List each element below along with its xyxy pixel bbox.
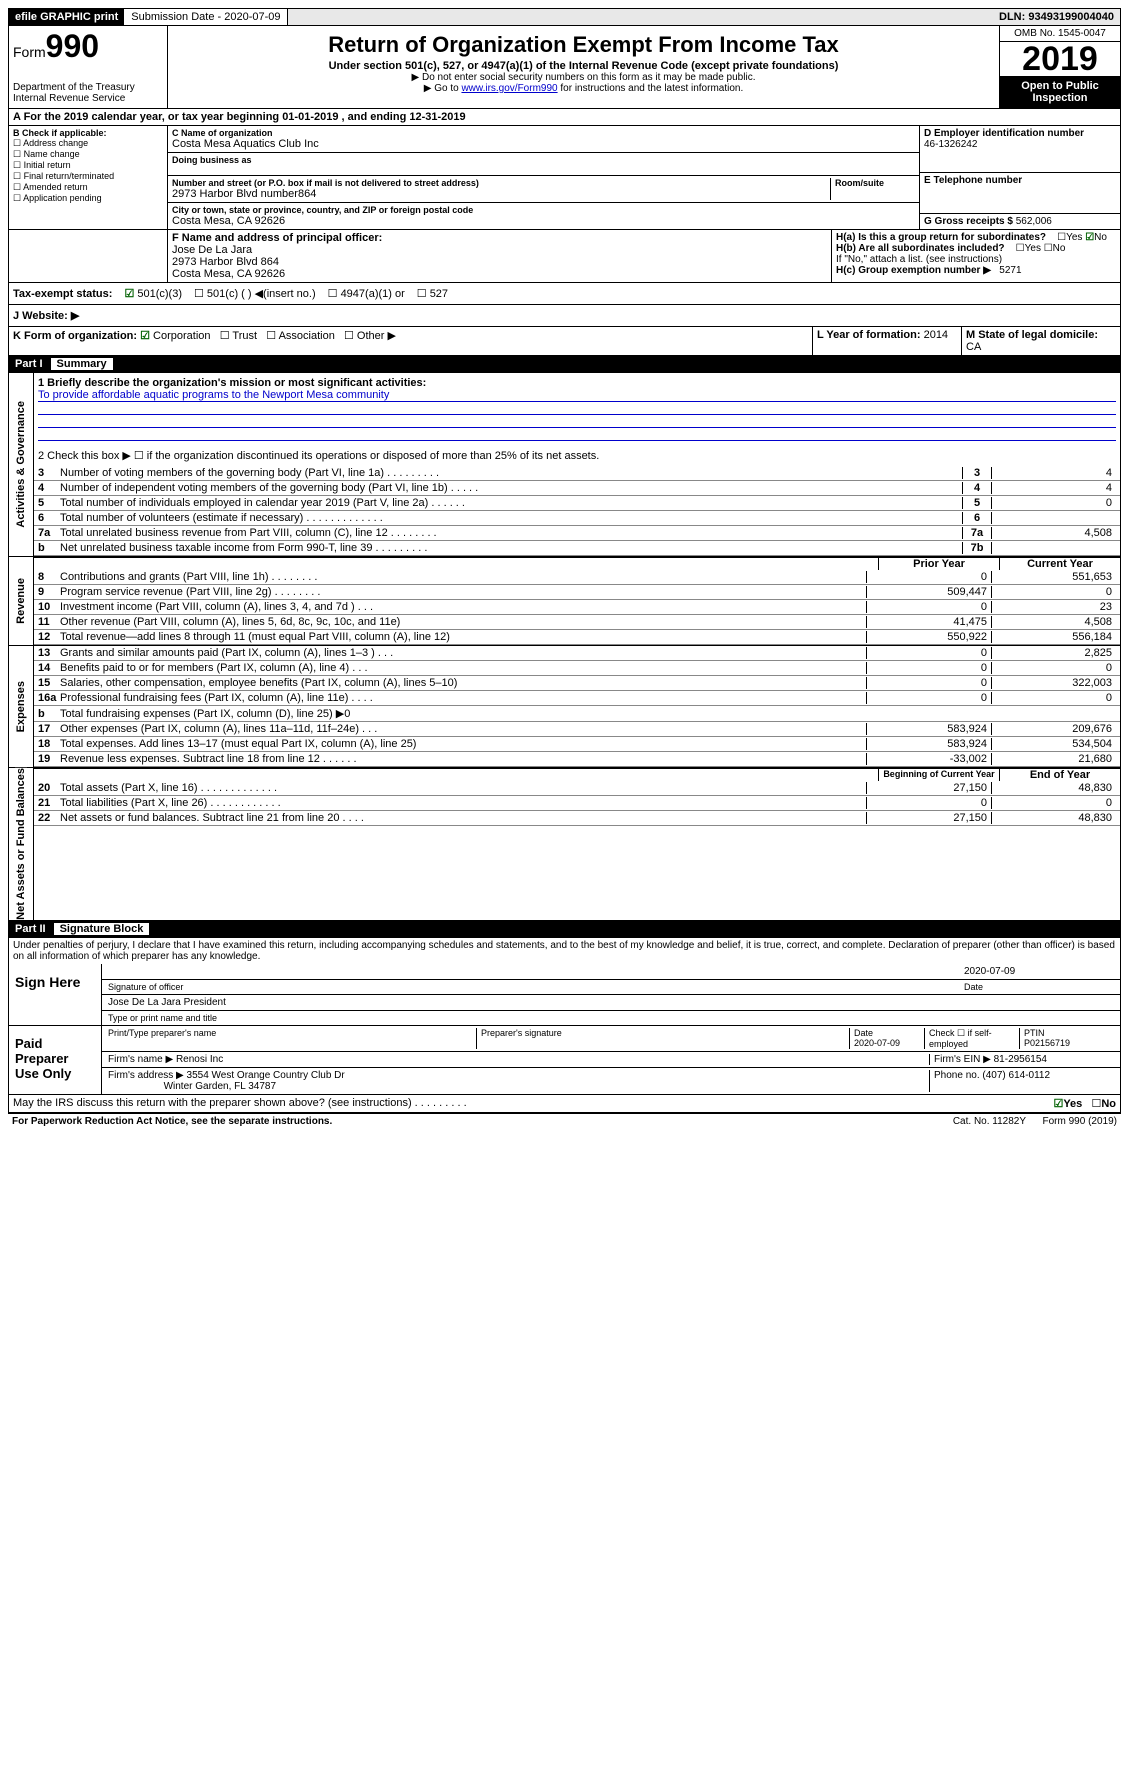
cb-address[interactable]: ☐ Address change <box>13 138 163 149</box>
table-row: 16aProfessional fundraising fees (Part I… <box>34 691 1120 706</box>
table-row: 8Contributions and grants (Part VIII, li… <box>34 570 1120 585</box>
mission: To provide affordable aquatic programs t… <box>38 389 1116 402</box>
cb-initial[interactable]: ☐ Initial return <box>13 160 163 171</box>
cb-pending[interactable]: ☐ Application pending <box>13 193 163 204</box>
section-bcdefg: B Check if applicable: ☐ Address change … <box>8 126 1121 230</box>
part2-header: Part IISignature Block <box>8 921 1121 938</box>
table-row: 12Total revenue—add lines 8 through 11 (… <box>34 630 1120 645</box>
table-row: 11Other revenue (Part VIII, column (A), … <box>34 615 1120 630</box>
dln: DLN: 93493199004040 <box>993 9 1120 25</box>
submission-date: Submission Date - 2020-07-09 <box>125 9 287 25</box>
table-row: 5Total number of individuals employed in… <box>34 496 1120 511</box>
cb-final[interactable]: ☐ Final return/terminated <box>13 171 163 182</box>
officer-name: Jose De La Jara <box>172 244 252 256</box>
top-bar: efile GRAPHIC print Submission Date - 20… <box>8 8 1121 26</box>
officer-sig: Jose De La Jara President <box>108 997 226 1008</box>
gross-receipts: 562,006 <box>1016 216 1052 227</box>
tax-year: 2019 <box>1000 42 1120 76</box>
discuss-line: May the IRS discuss this return with the… <box>8 1095 1121 1113</box>
table-row: 7aTotal unrelated business revenue from … <box>34 526 1120 541</box>
h-b: H(b) Are all subordinates included? ☐Yes… <box>836 243 1116 254</box>
table-row: 18Total expenses. Add lines 13–17 (must … <box>34 737 1120 752</box>
form-subtitle: Under section 501(c), 527, or 4947(a)(1)… <box>172 60 995 72</box>
cb-501c3[interactable]: ☑ 501(c)(3) <box>124 287 182 300</box>
cb-name[interactable]: ☐ Name change <box>13 149 163 160</box>
irs-link[interactable]: www.irs.gov/Form990 <box>461 83 557 94</box>
table-row: bTotal fundraising expenses (Part IX, co… <box>34 706 1120 722</box>
section-b: B Check if applicable: ☐ Address change … <box>9 126 168 229</box>
cb-amended[interactable]: ☐ Amended return <box>13 182 163 193</box>
cb-4947[interactable]: ☐ 4947(a)(1) or <box>328 287 405 300</box>
cb-501c[interactable]: ☐ 501(c) ( ) ◀(insert no.) <box>194 287 316 300</box>
form-title: Return of Organization Exempt From Incom… <box>172 32 995 58</box>
org-name: Costa Mesa Aquatics Club Inc <box>172 138 915 150</box>
inspection-badge: Open to Public Inspection <box>1000 76 1120 108</box>
section-c: C Name of organization Costa Mesa Aquati… <box>168 126 919 229</box>
section-klm: K Form of organization: ☑ Corporation ☐ … <box>8 327 1121 356</box>
section-ij: Tax-exempt status: ☑ 501(c)(3) ☐ 501(c) … <box>8 283 1121 327</box>
netassets-section: Net Assets or Fund Balances Beginning of… <box>8 767 1121 921</box>
org-city: Costa Mesa, CA 92626 <box>172 215 915 227</box>
table-row: 20Total assets (Part X, line 16) . . . .… <box>34 781 1120 796</box>
part1-header: Part ISummary <box>8 356 1121 373</box>
table-row: 4Number of independent voting members of… <box>34 481 1120 496</box>
section-fh: F Name and address of principal officer:… <box>8 230 1121 283</box>
table-row: bNet unrelated business taxable income f… <box>34 541 1120 556</box>
org-address: 2973 Harbor Blvd number864 <box>172 188 830 200</box>
perjury-text: Under penalties of perjury, I declare th… <box>8 938 1121 964</box>
efile-button[interactable]: efile GRAPHIC print <box>9 9 125 25</box>
dept-label: Department of the Treasury Internal Reve… <box>13 82 163 104</box>
revenue-section: Revenue Prior YearCurrent Year 8Contribu… <box>8 556 1121 645</box>
h-a: H(a) Is this a group return for subordin… <box>836 232 1116 243</box>
governance-section: Activities & Governance 1 Briefly descri… <box>8 373 1121 556</box>
form-header: Form990 Department of the Treasury Inter… <box>8 26 1121 109</box>
footer: For Paperwork Reduction Act Notice, see … <box>8 1113 1121 1129</box>
table-row: 21Total liabilities (Part X, line 26) . … <box>34 796 1120 811</box>
signature-block: Sign Here 2020-07-09 Signature of office… <box>8 964 1121 1095</box>
table-row: 15Salaries, other compensation, employee… <box>34 676 1120 691</box>
line-a: A For the 2019 calendar year, or tax yea… <box>8 109 1121 126</box>
table-row: 19Revenue less expenses. Subtract line 1… <box>34 752 1120 767</box>
table-row: 9Program service revenue (Part VIII, lin… <box>34 585 1120 600</box>
cb-527[interactable]: ☐ 527 <box>417 287 448 300</box>
note-link: ▶ Go to www.irs.gov/Form990 for instruct… <box>172 83 995 94</box>
table-row: 3Number of voting members of the governi… <box>34 466 1120 481</box>
note-ssn: ▶ Do not enter social security numbers o… <box>172 72 995 83</box>
table-row: 6Total number of volunteers (estimate if… <box>34 511 1120 526</box>
table-row: 22Net assets or fund balances. Subtract … <box>34 811 1120 826</box>
table-row: 17Other expenses (Part IX, column (A), l… <box>34 722 1120 737</box>
table-row: 13Grants and similar amounts paid (Part … <box>34 646 1120 661</box>
form-number: Form990 <box>13 30 163 62</box>
section-deg: D Employer identification number 46-1326… <box>919 126 1120 229</box>
table-row: 14Benefits paid to or for members (Part … <box>34 661 1120 676</box>
expenses-section: Expenses 13Grants and similar amounts pa… <box>8 645 1121 767</box>
h-c: H(c) Group exemption number ▶ 5271 <box>836 265 1116 276</box>
firm-name: Renosi Inc <box>176 1054 223 1065</box>
table-row: 10Investment income (Part VIII, column (… <box>34 600 1120 615</box>
ein: 46-1326242 <box>924 139 977 150</box>
